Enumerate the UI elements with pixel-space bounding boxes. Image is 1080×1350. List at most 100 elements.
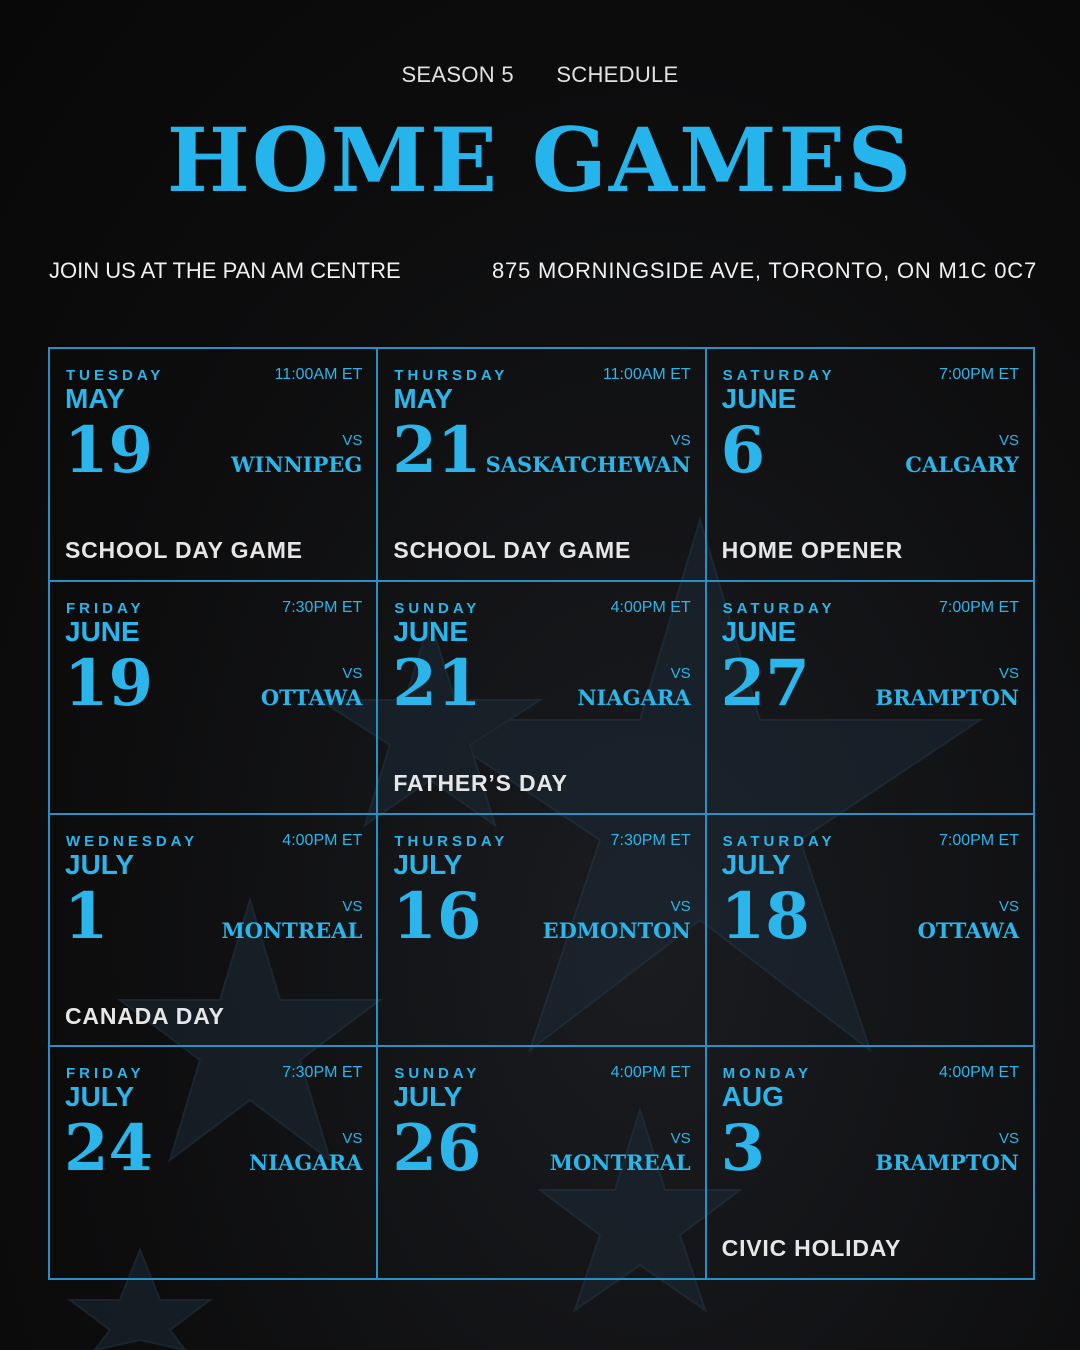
- season-label: SEASON 5: [401, 62, 514, 87]
- game-day: 19: [64, 645, 154, 721]
- game-cell: SUNDAY 4:00PM ET JUNE 21 VS NIAGARA FATHER’S D…: [377, 580, 706, 814]
- game-month: JULY: [393, 848, 463, 880]
- game-time: 7:30PM ET: [282, 1064, 363, 1082]
- game-day: 1: [64, 878, 109, 954]
- game-time: 11:00AM ET: [274, 366, 363, 383]
- day-of-week: FRIDAY: [66, 1065, 145, 1083]
- game-note: HOME OPENER: [721, 537, 903, 563]
- game-note: SCHOOL DAY GAME: [393, 537, 632, 563]
- opponent-name: EDMONTON: [542, 917, 691, 943]
- vs-label: VS: [342, 432, 363, 449]
- vs-label: VS: [342, 897, 363, 915]
- game-month: JUNE: [393, 615, 469, 647]
- opponent-name: NIAGARA: [577, 684, 691, 710]
- game-day: 16: [392, 878, 482, 954]
- game-time: 4:00PM ET: [938, 1064, 1019, 1082]
- vs-label: VS: [342, 1130, 363, 1148]
- vs-label: VS: [670, 897, 691, 915]
- game-time: 7:00PM ET: [938, 366, 1019, 383]
- vs-label: VS: [998, 1130, 1019, 1148]
- game-time: 7:00PM ET: [938, 831, 1019, 849]
- game-cell: FRIDAY 7:30PM ET JUNE 19 VS OTTAWA: [49, 580, 378, 814]
- game-month: JUNE: [721, 615, 797, 647]
- opponent-name: NIAGARA: [249, 1150, 363, 1176]
- game-cell: MONDAY 4:00PM ET AUG 3 VS BRAMPTON CIVIC HOLID…: [705, 1046, 1034, 1279]
- day-of-week: SATURDAY: [722, 599, 836, 617]
- day-of-week: WEDNESDAY: [66, 832, 199, 850]
- game-month: MAY: [65, 383, 125, 414]
- game-note: SCHOOL DAY GAME: [65, 537, 303, 563]
- game-day: 24: [64, 1111, 154, 1187]
- opponent-name: MONTREAL: [549, 1150, 691, 1176]
- schedule-grid: TUESDAY 11:00AM ET MAY 19 VS WINNIPEG SCHOOL D…: [48, 347, 1035, 1280]
- opponent-name: OTTAWA: [917, 917, 1019, 943]
- game-day: 19: [64, 413, 154, 488]
- game-month: JULY: [65, 1081, 135, 1113]
- game-cell: SUNDAY 4:00PM ET JULY 26 VS MONTREAL: [377, 1046, 706, 1279]
- game-cell: FRIDAY 7:30PM ET JULY 24 VS NIAGARA: [49, 1046, 378, 1279]
- game-day: 18: [720, 878, 810, 954]
- opponent-name: SASKATCHEWAN: [485, 452, 691, 477]
- game-time: 4:00PM ET: [610, 598, 691, 616]
- day-of-week: FRIDAY: [66, 599, 145, 617]
- vs-label: VS: [342, 664, 363, 682]
- game-cell: THURSDAY 11:00AM ET MAY 21 VS SASKATCHEWAN SCH…: [377, 348, 706, 581]
- star-icon: [316, 616, 544, 828]
- opponent-name: BRAMPTON: [875, 1150, 1019, 1176]
- vs-label: VS: [998, 664, 1019, 682]
- game-time: 4:00PM ET: [282, 831, 363, 849]
- game-month: JULY: [721, 848, 791, 880]
- game-day: 3: [720, 1111, 766, 1187]
- game-month: JULY: [393, 1081, 463, 1113]
- vs-label: VS: [670, 432, 691, 449]
- vs-label: VS: [998, 897, 1019, 915]
- game-month: JULY: [65, 848, 135, 880]
- day-of-week: SATURDAY: [722, 367, 836, 384]
- game-time: 4:00PM ET: [610, 1064, 691, 1082]
- game-month: MAY: [393, 383, 453, 414]
- game-day: 26: [392, 1111, 482, 1187]
- game-month: AUG: [721, 1081, 784, 1113]
- game-cell: SATURDAY 7:00PM ET JUNE 6 VS CALGARY HOME OPEN…: [705, 348, 1034, 581]
- opponent-name: CALGARY: [905, 452, 1019, 477]
- game-day: 27: [720, 645, 810, 721]
- game-time: 7:30PM ET: [610, 831, 691, 849]
- venue-address: 875 MORNINGSIDE AVE, TORONTO, ON M1C 0C7: [491, 258, 1037, 283]
- day-of-week: TUESDAY: [66, 367, 165, 384]
- day-of-week: SUNDAY: [394, 599, 481, 617]
- star-icon: [117, 896, 383, 1163]
- opponent-name: WINNIPEG: [230, 452, 363, 477]
- opponent-name: BRAMPTON: [875, 684, 1019, 710]
- game-cell: TUESDAY 11:00AM ET MAY 19 VS WINNIPEG SCHOOL D…: [49, 348, 378, 581]
- game-note: CIVIC HOLIDAY: [721, 1235, 902, 1262]
- game-cell: SATURDAY 7:00PM ET JUNE 27 VS BRAMPTON: [705, 580, 1034, 814]
- day-of-week: THURSDAY: [394, 832, 509, 850]
- game-time: 7:30PM ET: [282, 598, 363, 616]
- vs-label: VS: [998, 432, 1019, 449]
- star-icon: [537, 1106, 743, 1313]
- game-note: CANADA DAY: [65, 1002, 225, 1029]
- game-day: 6: [720, 413, 766, 488]
- page-title: HOME GAMES: [166, 108, 914, 212]
- game-month: JUNE: [65, 615, 140, 647]
- game-day: 21: [392, 645, 482, 721]
- game-note: FATHER’S DAY: [393, 769, 568, 796]
- game-cell: SATURDAY 7:00PM ET JULY 18 VS OTTAWA: [705, 813, 1034, 1047]
- day-of-week: MONDAY: [722, 1065, 812, 1083]
- star-icon: [67, 1247, 213, 1350]
- game-day: 21: [392, 413, 482, 488]
- game-time: 7:00PM ET: [938, 598, 1019, 616]
- vs-label: VS: [670, 1130, 691, 1148]
- game-cell: WEDNESDAY 4:00PM ET JULY 1 VS MONTREAL CANADA …: [49, 813, 378, 1047]
- game-time: 11:00AM ET: [602, 366, 691, 383]
- season-header: SEASON 5 SCHEDULE: [0, 62, 1080, 88]
- game-cell: THURSDAY 7:30PM ET JULY 16 VS EDMONTON: [377, 813, 706, 1047]
- schedule-label: SCHEDULE: [556, 62, 679, 87]
- day-of-week: SATURDAY: [722, 832, 836, 850]
- venue-name: JOIN US AT THE PAN AM CENTRE: [49, 258, 401, 283]
- vs-label: VS: [670, 664, 691, 682]
- opponent-name: OTTAWA: [260, 684, 363, 710]
- day-of-week: SUNDAY: [394, 1065, 481, 1083]
- game-month: JUNE: [721, 383, 797, 414]
